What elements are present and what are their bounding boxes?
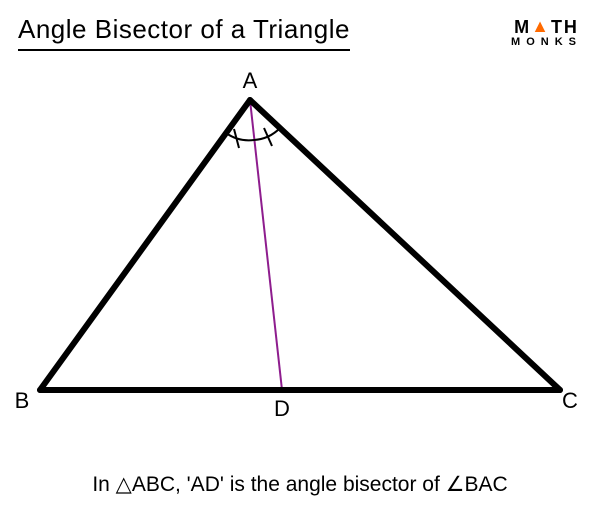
brand-top: M▲TH xyxy=(511,18,582,36)
brand-logo: M▲TH MONKS xyxy=(511,18,582,48)
brand-bottom: MONKS xyxy=(511,37,582,48)
brand-triangle-icon: ▲ xyxy=(531,17,551,35)
svg-text:A: A xyxy=(243,70,258,93)
figure-container: Angle Bisector of a Triangle M▲TH MONKS … xyxy=(0,0,600,511)
brand-text-th: TH xyxy=(551,17,579,37)
triangle-diagram: A B C D xyxy=(0,70,600,440)
figure-caption: In △ABC, 'AD' is the angle bisector of ∠… xyxy=(0,472,600,497)
svg-text:B: B xyxy=(15,388,30,413)
figure-title: Angle Bisector of a Triangle xyxy=(18,14,350,51)
svg-text:D: D xyxy=(274,396,290,421)
brand-text-m: M xyxy=(514,17,531,37)
svg-text:C: C xyxy=(562,388,578,413)
